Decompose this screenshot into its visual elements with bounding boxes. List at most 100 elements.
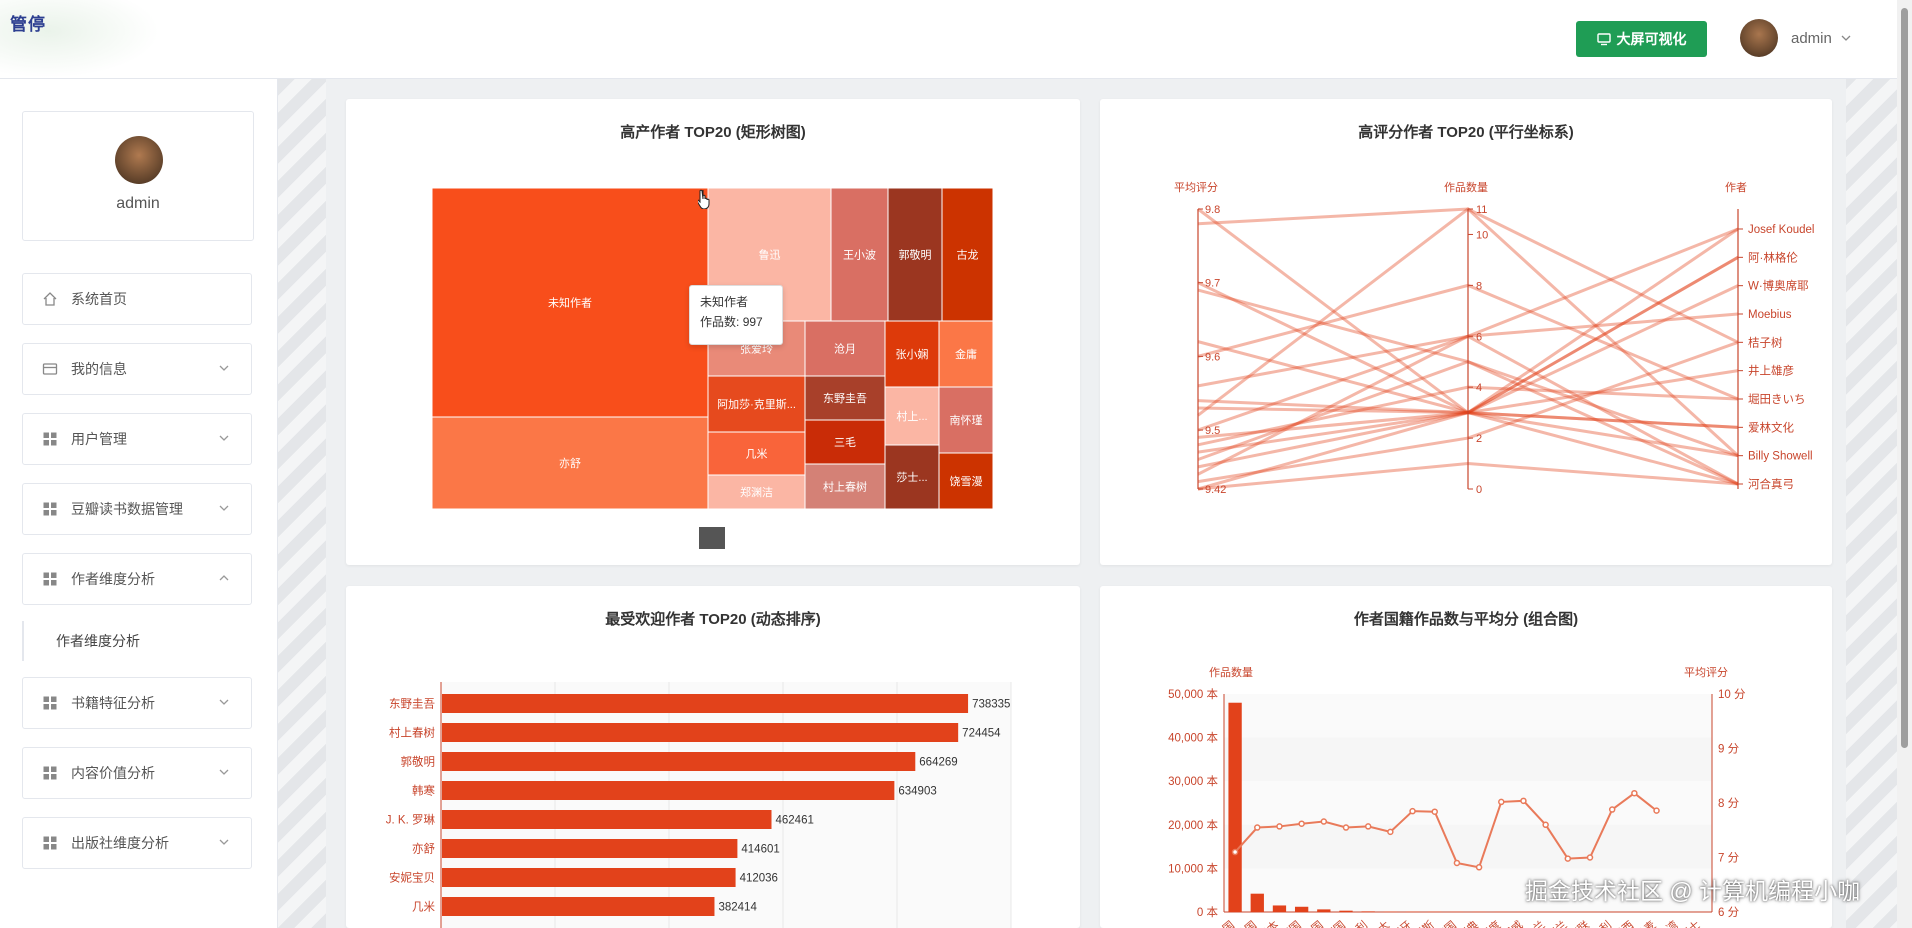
- line-point[interactable]: [1231, 848, 1239, 856]
- bar[interactable]: [442, 810, 772, 829]
- y-tick-label: 0 本: [1197, 905, 1219, 919]
- sidebar-item-douban-data[interactable]: 豆瓣读书数据管理: [22, 483, 252, 535]
- sidebar-item-user-management[interactable]: 用户管理: [22, 413, 252, 465]
- parallel-chart[interactable]: 平均评分 作品数量 作者 9.8 9.7 9.6 9.5 9.42 11 10 8 6 4 2 0 Josef…: [1100, 99, 1832, 565]
- line-point[interactable]: [1498, 798, 1505, 806]
- combo-chart[interactable]: 作品数量 平均评分 0 本 10,000 本 20,000 本 30,000 本 40,00…: [1100, 586, 1832, 928]
- tick-label: 8: [1476, 280, 1482, 292]
- treemap-label: 沧月: [834, 342, 856, 356]
- scrollbar-thumb[interactable]: [1901, 8, 1908, 748]
- bar[interactable]: [442, 868, 736, 887]
- treemap-cell[interactable]: [938, 452, 994, 510]
- line-point[interactable]: [1254, 824, 1261, 831]
- bigscreen-button[interactable]: 大屏可视化: [1576, 21, 1707, 57]
- category-label: 亦舒: [412, 842, 435, 856]
- tick-label: 9.6: [1205, 351, 1220, 363]
- sidebar-subitem-author-analysis[interactable]: 作者维度分析: [22, 621, 252, 661]
- line-point[interactable]: [1431, 808, 1438, 815]
- treemap-label: 几米: [746, 448, 768, 461]
- value-label: 462461: [776, 815, 814, 827]
- line-point[interactable]: [1586, 854, 1594, 861]
- line-point[interactable]: [1342, 824, 1350, 831]
- treemap-cell[interactable]: [941, 187, 994, 322]
- treemap-cell[interactable]: [431, 416, 709, 510]
- bar[interactable]: [442, 781, 895, 800]
- sidebar-item-content-value[interactable]: 内容价值分析: [22, 747, 252, 799]
- treemap-cell[interactable]: [707, 474, 806, 510]
- grid-band: [1224, 824, 1712, 869]
- bar[interactable]: [1361, 911, 1375, 912]
- bar-chart[interactable]: 东野圭吾 738335 村上春树 724454 郭敬明 664269 韩寒 634903 J. …: [346, 586, 1080, 928]
- y-tick-label: 7 分: [1718, 852, 1740, 865]
- user-menu[interactable]: admin: [1791, 30, 1852, 47]
- sidebar-item-my-info[interactable]: 我的信息: [22, 343, 252, 395]
- bar[interactable]: [1317, 909, 1331, 912]
- treemap-cell[interactable]: [804, 320, 886, 377]
- line-point[interactable]: [1520, 797, 1527, 805]
- line-point[interactable]: [1320, 818, 1328, 825]
- bar[interactable]: [1250, 893, 1264, 912]
- tick-label: 4: [1476, 382, 1482, 394]
- treemap-cell[interactable]: [887, 187, 943, 322]
- bar[interactable]: [442, 752, 916, 771]
- line-point[interactable]: [1387, 828, 1394, 836]
- sidebar-item-author-analysis[interactable]: 作者维度分析: [22, 553, 252, 605]
- treemap-cell[interactable]: [884, 320, 940, 388]
- line-point[interactable]: [1298, 820, 1305, 827]
- treemap-cell[interactable]: [707, 431, 806, 476]
- x-tick-label: 苏联: [1567, 918, 1592, 928]
- bar[interactable]: [1228, 702, 1242, 912]
- line-point[interactable]: [1608, 806, 1616, 813]
- user-avatar[interactable]: [1740, 19, 1778, 57]
- treemap-cell[interactable]: [884, 444, 940, 510]
- treemap-cell[interactable]: [804, 463, 886, 510]
- treemap-cell[interactable]: [707, 375, 806, 433]
- line-point[interactable]: [1564, 855, 1572, 862]
- x-tick-label: 德国: [1322, 918, 1348, 928]
- treemap-cell[interactable]: [431, 187, 709, 418]
- line-point[interactable]: [1653, 807, 1660, 814]
- breadcrumb-root[interactable]: [699, 527, 725, 549]
- treemap-cell[interactable]: [938, 386, 994, 454]
- hand-cursor-icon: [698, 189, 710, 209]
- bar[interactable]: [442, 723, 959, 742]
- treemap-cell[interactable]: [804, 419, 886, 465]
- logo-background: [0, 0, 160, 78]
- bar[interactable]: [1294, 906, 1309, 912]
- tick-label: 9.42: [1205, 484, 1226, 496]
- x-tick-label: 日本: [1256, 918, 1282, 928]
- sidebar-item-book-features[interactable]: 书籍特征分析: [22, 677, 252, 729]
- treemap-cell[interactable]: [804, 375, 886, 421]
- tick-label: 9.8: [1205, 204, 1220, 216]
- bar[interactable]: [442, 694, 969, 713]
- sidebar-item-label: 系统首页: [71, 291, 127, 307]
- treemap-card: 高产作者 TOP20 (矩形树图) 未知作者 亦舒 鲁迅 王小波 郭敬明 古龙 张爱玲 沧月 张…: [346, 99, 1080, 565]
- tick-label: 10: [1476, 229, 1488, 241]
- x-tick-label: 中国: [1212, 918, 1237, 928]
- chevron-down-icon: [219, 839, 229, 845]
- app-logo[interactable]: 管停: [10, 15, 46, 34]
- line-point[interactable]: [1631, 789, 1638, 797]
- line-point[interactable]: [1542, 821, 1549, 829]
- line-point[interactable]: [1364, 823, 1372, 830]
- line-point[interactable]: [1409, 807, 1416, 815]
- sidebar-item-publisher-analysis[interactable]: 出版社维度分析: [22, 817, 252, 869]
- sidebar-item-home[interactable]: 系统首页: [22, 273, 252, 325]
- parallel-card: 高评分作者 TOP20 (平行坐标系) 平均评分 作品数量 作者 9.8 9.7 9.6 9…: [1100, 99, 1832, 565]
- line-point[interactable]: [1475, 864, 1483, 871]
- axis-name: 作者: [1725, 181, 1747, 194]
- bar[interactable]: [1272, 905, 1287, 912]
- line-point[interactable]: [1276, 823, 1283, 830]
- sidebar-item-label: 豆瓣读书数据管理: [71, 501, 183, 517]
- bar[interactable]: [1339, 910, 1353, 912]
- bar[interactable]: [442, 839, 738, 858]
- grid-band: [1224, 737, 1712, 782]
- value-label: 738335: [972, 699, 1010, 711]
- line-point[interactable]: [1453, 859, 1461, 867]
- rating-line[interactable]: [1234, 791, 1658, 869]
- x-tick-label: 印度: [1477, 918, 1503, 928]
- treemap-cell[interactable]: [884, 386, 940, 446]
- value-label: 382414: [718, 902, 757, 914]
- bar[interactable]: [442, 897, 715, 916]
